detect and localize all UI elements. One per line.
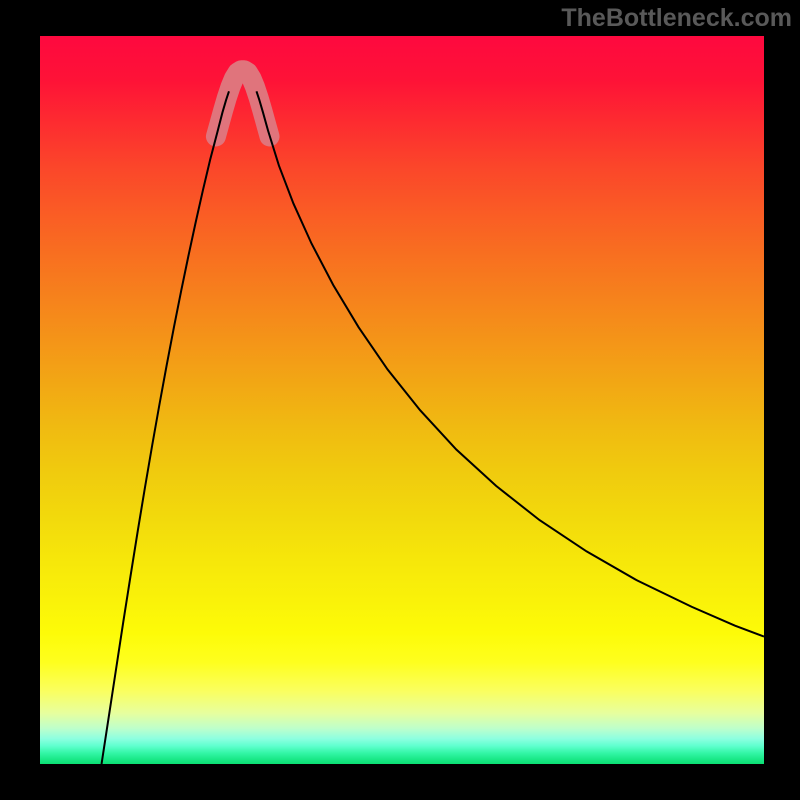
highlight-curve [216, 70, 270, 136]
bottleneck-curve [102, 91, 764, 764]
watermark-text: TheBottleneck.com [561, 4, 792, 33]
figure-root: TheBottleneck.com [0, 0, 800, 800]
plot-area [40, 36, 764, 764]
curve-layer [40, 36, 764, 764]
